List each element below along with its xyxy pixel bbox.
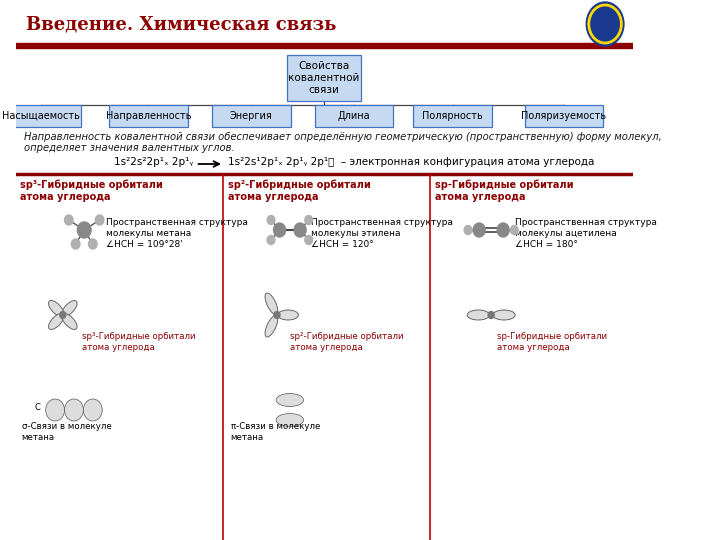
Text: Длина: Длина bbox=[338, 111, 370, 121]
Text: Свойства
ковалентной
связи: Свойства ковалентной связи bbox=[289, 60, 360, 96]
Circle shape bbox=[89, 239, 97, 249]
Ellipse shape bbox=[48, 301, 64, 316]
Text: Насыщаемость: Насыщаемость bbox=[2, 111, 81, 121]
Text: 1s²2s¹2p¹ₓ 2p¹ᵧ 2p¹ᵴ  – электронная конфигурация атома углерода: 1s²2s¹2p¹ₓ 2p¹ᵧ 2p¹ᵴ – электронная конфи… bbox=[228, 157, 595, 167]
Circle shape bbox=[95, 215, 104, 225]
Text: Энергия: Энергия bbox=[230, 111, 273, 121]
Ellipse shape bbox=[493, 310, 515, 320]
Circle shape bbox=[294, 223, 306, 237]
Text: sp²-Гибридные орбитали
атома углерода: sp²-Гибридные орбитали атома углерода bbox=[228, 179, 371, 202]
Ellipse shape bbox=[276, 394, 304, 407]
Text: определяет значения валентных углов.: определяет значения валентных углов. bbox=[24, 143, 235, 153]
Circle shape bbox=[60, 312, 66, 319]
Circle shape bbox=[274, 312, 280, 319]
Text: Пространственная структура
молекулы ацетилена
∠HCH = 180°: Пространственная структура молекулы ацет… bbox=[515, 218, 657, 249]
Text: Направленность ковалентной связи обеспечивает определённую геометрическую (прост: Направленность ковалентной связи обеспеч… bbox=[24, 132, 662, 142]
Ellipse shape bbox=[62, 301, 77, 316]
Text: sp-Гибридные орбитали
атома углерода: sp-Гибридные орбитали атома углерода bbox=[436, 179, 574, 202]
Text: sp³-Гибридные орбитали
атома углерода: sp³-Гибридные орбитали атома углерода bbox=[81, 332, 195, 352]
Ellipse shape bbox=[467, 310, 490, 320]
FancyBboxPatch shape bbox=[2, 105, 81, 127]
Circle shape bbox=[497, 223, 509, 237]
Text: sp³-Гибридные орбитали
атома углерода: sp³-Гибридные орбитали атома углерода bbox=[20, 179, 163, 202]
Text: sp²-Гибридные орбитали
атома углерода: sp²-Гибридные орбитали атома углерода bbox=[290, 332, 403, 352]
Ellipse shape bbox=[62, 313, 77, 329]
Text: sp-Гибридные орбитали
атома углерода: sp-Гибридные орбитали атома углерода bbox=[497, 332, 607, 352]
Circle shape bbox=[586, 2, 624, 46]
Bar bbox=[16, 43, 632, 48]
Circle shape bbox=[305, 215, 312, 225]
Circle shape bbox=[65, 399, 84, 421]
Text: Введение. Химическая связь: Введение. Химическая связь bbox=[26, 16, 336, 34]
FancyBboxPatch shape bbox=[315, 105, 394, 127]
Circle shape bbox=[267, 215, 275, 225]
Text: Поляризуемость: Поляризуемость bbox=[521, 111, 606, 121]
Circle shape bbox=[510, 226, 518, 234]
Circle shape bbox=[464, 226, 472, 234]
Text: Направленность: Направленность bbox=[106, 111, 192, 121]
Circle shape bbox=[71, 239, 80, 249]
Circle shape bbox=[84, 399, 102, 421]
Text: 1s²2s²2p¹ₓ 2p¹ᵧ: 1s²2s²2p¹ₓ 2p¹ᵧ bbox=[114, 157, 194, 167]
Circle shape bbox=[267, 235, 275, 245]
FancyBboxPatch shape bbox=[287, 55, 361, 101]
Text: σ-Связи в молекуле
метана: σ-Связи в молекуле метана bbox=[22, 422, 112, 442]
FancyBboxPatch shape bbox=[413, 105, 492, 127]
Text: π-Связи в молекуле
метана: π-Связи в молекуле метана bbox=[230, 422, 320, 442]
FancyBboxPatch shape bbox=[212, 105, 291, 127]
Ellipse shape bbox=[265, 315, 278, 337]
Circle shape bbox=[65, 215, 73, 225]
Ellipse shape bbox=[265, 293, 278, 314]
Circle shape bbox=[77, 222, 91, 238]
Ellipse shape bbox=[48, 313, 64, 329]
Circle shape bbox=[488, 312, 494, 319]
FancyBboxPatch shape bbox=[109, 105, 188, 127]
Text: Пространственная структура
молекулы этилена
∠HCH = 120°: Пространственная структура молекулы этил… bbox=[311, 218, 453, 249]
Ellipse shape bbox=[276, 414, 304, 427]
Circle shape bbox=[45, 399, 65, 421]
Circle shape bbox=[473, 223, 485, 237]
Text: C: C bbox=[35, 402, 40, 411]
Text: Полярность: Полярность bbox=[422, 111, 483, 121]
Text: Пространственная структура
молекулы метана
∠HCH = 109°28': Пространственная структура молекулы мета… bbox=[106, 218, 248, 249]
Circle shape bbox=[305, 235, 312, 245]
Circle shape bbox=[274, 223, 286, 237]
FancyBboxPatch shape bbox=[525, 105, 603, 127]
Ellipse shape bbox=[278, 310, 298, 320]
